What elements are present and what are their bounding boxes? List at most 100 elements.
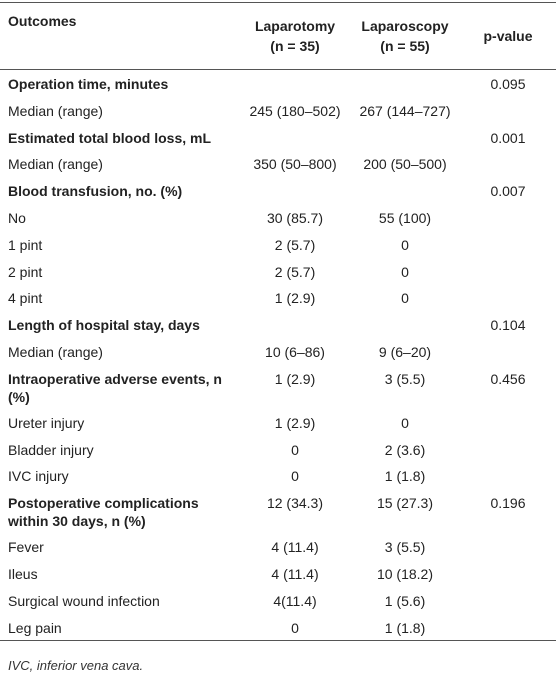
table-cell: 1 (2.9)	[274, 370, 316, 387]
table-cell	[460, 284, 556, 311]
row-label: 4 pint	[8, 290, 43, 307]
table-cell	[350, 124, 460, 151]
table-cell	[460, 560, 556, 587]
row-label: Postoperative complications within 30 da…	[8, 495, 199, 530]
row-label: IVC injury	[8, 468, 69, 485]
row-label: Leg pain	[8, 619, 62, 636]
header-cell: Outcomes	[0, 3, 240, 70]
table-cell: 0	[401, 236, 409, 253]
table-cell	[460, 462, 556, 489]
table-cell: 2 (5.7)	[274, 236, 316, 253]
table-cell: 245 (180–502)	[249, 102, 341, 119]
table-cell: 0.007	[490, 183, 526, 200]
table-row: Bladder injury 0 2 (3.6)	[0, 436, 556, 463]
table-cell	[240, 70, 350, 97]
row-label: Length of hospital stay, days	[8, 317, 200, 334]
table-row: Ileus 4 (11.4) 10 (18.2)	[0, 560, 556, 587]
table-cell	[240, 311, 350, 338]
table-cell	[460, 258, 556, 285]
table-body: Operation time, minutes 0.095 Median (rang…	[0, 70, 556, 641]
table-cell: 2 (5.7)	[274, 263, 316, 280]
row-label: Operation time, minutes	[8, 76, 169, 92]
table-cell: 3 (5.5)	[384, 370, 426, 387]
table-row: 2 pint 2 (5.7) 0	[0, 258, 556, 285]
table-cell: 4 (11.4)	[271, 565, 319, 582]
table-cell: 10 (18.2)	[376, 565, 434, 582]
table-cell: 55 (100)	[378, 209, 432, 226]
table-cell: 0.095	[490, 76, 526, 92]
table-cell	[460, 150, 556, 177]
header-text: p-value	[483, 28, 533, 44]
table-cell: 350 (50–800)	[253, 156, 337, 173]
table-row: Estimated total blood loss, mL 0.001	[0, 124, 556, 151]
table-cell: 1 (2.9)	[274, 290, 316, 307]
table-cell: 267 (144–727)	[359, 102, 451, 119]
table-cell	[460, 533, 556, 560]
table-row: Blood transfusion, no. (%) 0.007	[0, 177, 556, 204]
table-cell: 3 (5.5)	[384, 539, 426, 556]
table-cell	[460, 97, 556, 124]
header-row: Outcomes Laparotomy (n = 35) Laparoscopy (n …	[0, 2, 556, 70]
table-cell	[240, 124, 350, 151]
table-cell: 30 (85.7)	[266, 209, 324, 226]
row-label: Ileus	[8, 565, 38, 582]
table-row: 4 pint 1 (2.9) 0	[0, 284, 556, 311]
row-label: Blood transfusion, no. (%)	[8, 183, 183, 200]
table-cell: 0	[291, 468, 299, 485]
table-cell: 0.001	[490, 129, 526, 146]
row-label: Bladder injury	[8, 441, 94, 458]
table-cell: 0.104	[490, 317, 526, 334]
table-cell	[350, 177, 460, 204]
table-cell	[460, 338, 556, 365]
table-cell	[460, 231, 556, 258]
table-cell: 0	[401, 263, 409, 280]
header-cell: Laparoscopy (n = 55)	[350, 3, 460, 70]
table-header: Outcomes Laparotomy (n = 35) Laparoscopy (n …	[0, 2, 556, 70]
row-label: Surgical wound infection	[8, 592, 160, 609]
table-cell: 0	[401, 414, 409, 431]
table-row: Length of hospital stay, days 0.104	[0, 311, 556, 338]
table-row: Intraoperative adverse events, n (%) 1 (2…	[0, 365, 556, 409]
table-cell: 0	[291, 441, 299, 458]
footnote: IVC, inferior vena cava.	[8, 658, 144, 673]
table-cell	[460, 409, 556, 436]
table-row: Surgical wound infection 4(11.4) 1 (5.6)	[0, 587, 556, 614]
table-cell	[350, 70, 460, 97]
header-subtext: (n = 35)	[270, 38, 320, 54]
table-cell: 4(11.4)	[273, 592, 317, 609]
table-row: Median (range) 245 (180–502) 267 (144–727)	[0, 97, 556, 124]
table-cell	[460, 436, 556, 463]
table-cell	[460, 204, 556, 231]
row-label: Median (range)	[8, 156, 103, 173]
table-cell	[350, 311, 460, 338]
row-label: No	[8, 209, 26, 226]
row-label: Ureter injury	[8, 414, 85, 431]
row-label: 1 pint	[8, 236, 43, 253]
table-cell	[460, 587, 556, 614]
row-label: Median (range)	[8, 102, 103, 119]
table-cell: 15 (27.3)	[376, 495, 434, 512]
row-label: Median (range)	[8, 343, 103, 360]
table-cell: 1 (1.8)	[384, 619, 426, 636]
table-row: IVC injury 0 1 (1.8)	[0, 462, 556, 489]
table-row: Median (range) 350 (50–800) 200 (50–500)	[0, 150, 556, 177]
table-cell: 0	[401, 290, 409, 307]
table-cell: 0.196	[490, 495, 526, 512]
row-label: Fever	[8, 539, 44, 556]
outcomes-table: Outcomes Laparotomy (n = 35) Laparoscopy (n …	[0, 2, 556, 641]
row-label: 2 pint	[8, 263, 43, 280]
table-row: Leg pain 0 1 (1.8)	[0, 614, 556, 641]
row-label: Estimated total blood loss, mL	[8, 129, 212, 146]
table-row: Ureter injury 1 (2.9) 0	[0, 409, 556, 436]
table-cell: 10 (6–86)	[265, 343, 325, 360]
table-cell: 1 (5.6)	[384, 592, 426, 609]
table-cell: 1 (2.9)	[274, 414, 316, 431]
table-cell	[240, 177, 350, 204]
table-cell: 4 (11.4)	[271, 539, 319, 556]
table-cell: 200 (50–500)	[363, 156, 447, 173]
table-row: Median (range) 10 (6–86) 9 (6–20)	[0, 338, 556, 365]
table-cell: 2 (3.6)	[384, 441, 426, 458]
table-row: Fever 4 (11.4) 3 (5.5)	[0, 533, 556, 560]
header-text: Outcomes	[8, 13, 77, 29]
